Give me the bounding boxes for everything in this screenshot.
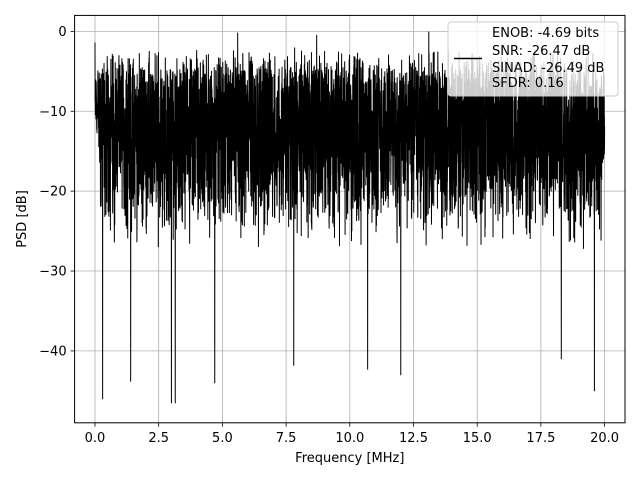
x-tick-label: 0.0 (85, 431, 106, 446)
y-axis-label: PSD [dB] (15, 190, 30, 248)
x-axis-ticks: 0.0 2.5 5.0 7.5 10.0 12.5 15.0 17.5 20.0 (85, 422, 619, 446)
y-tick-label: −10 (39, 105, 66, 120)
x-tick-label: 12.5 (399, 431, 428, 446)
y-tick-label: −20 (39, 185, 66, 200)
psd-trace (94, 31, 606, 404)
legend-box (447, 21, 619, 97)
y-axis-ticks: 0 −10 −20 −30 −40 (39, 25, 75, 359)
x-axis-label: Frequency [MHz] (295, 451, 404, 466)
y-tick-label: −30 (39, 265, 66, 280)
legend-sfdr: SFDR: 0.16 (492, 76, 564, 91)
legend-sinad: SINAD: -26.49 dB (492, 61, 604, 76)
x-tick-label: 15.0 (463, 431, 492, 446)
y-tick-label: −40 (39, 344, 66, 359)
y-tick-label: 0 (58, 25, 66, 40)
x-tick-label: 20.0 (590, 431, 619, 446)
psd-series-line (94, 31, 606, 404)
legend: ENOB: -4.69 bits SNR: -26.47 dB SINAD: -… (447, 21, 619, 97)
x-tick-label: 7.5 (276, 431, 297, 446)
x-tick-label: 2.5 (148, 431, 169, 446)
legend-enob: ENOB: -4.69 bits (492, 26, 599, 41)
x-tick-label: 5.0 (212, 431, 233, 446)
x-tick-label: 17.5 (526, 431, 555, 446)
legend-snr: SNR: -26.47 dB (492, 44, 590, 59)
x-tick-label: 10.0 (335, 431, 364, 446)
